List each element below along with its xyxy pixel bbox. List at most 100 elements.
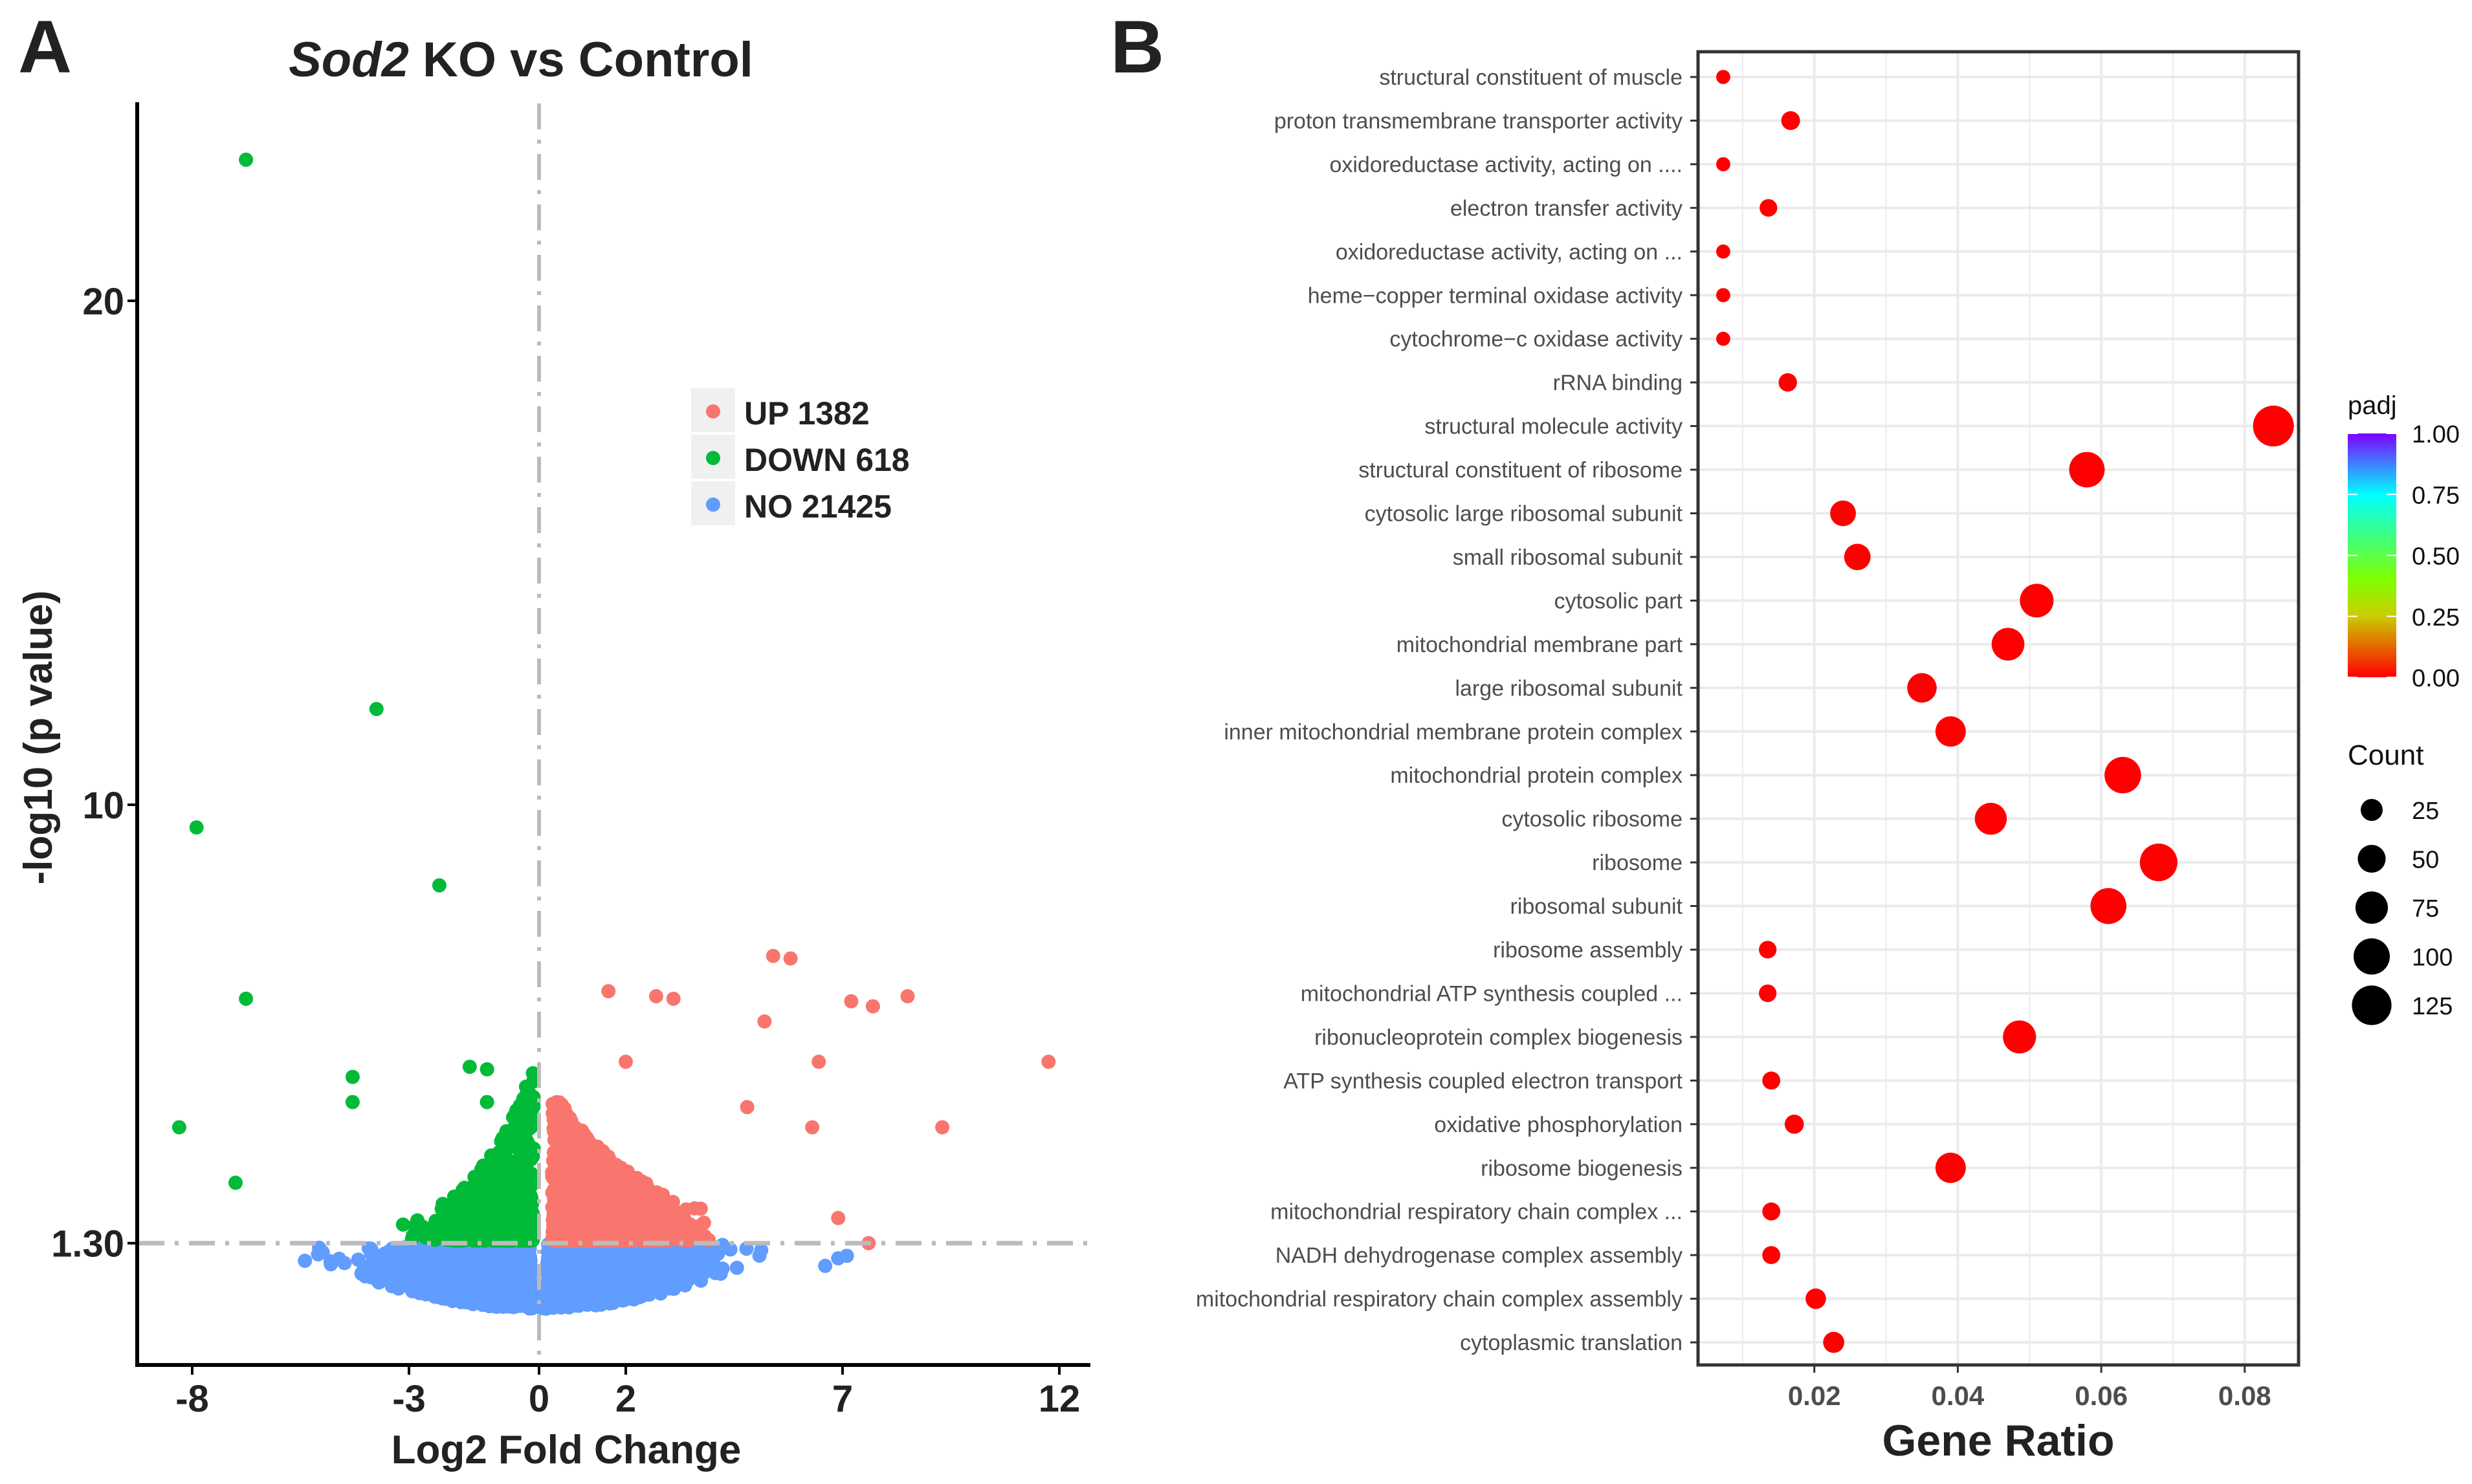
- volcano-point-no: [656, 1279, 670, 1294]
- volcano-axes: -8 -3 0 2 7 12 1.30 10 20 Log2 Fold Change -log10 …: [16, 102, 1090, 1472]
- volcano-point-up: [661, 1227, 676, 1241]
- volcano-point-up: [551, 1137, 566, 1152]
- size-legend-dot: [2352, 985, 2392, 1025]
- volcano-legend: UP 1382 DOWN 618 NO 21425: [691, 388, 910, 525]
- volcano-point-down: [189, 820, 204, 835]
- x-axis-title: Gene Ratio: [1882, 1416, 2115, 1465]
- volcano-point-down: [239, 152, 254, 167]
- volcano-point-no: [529, 1285, 544, 1300]
- go-term-point: [1762, 1202, 1781, 1221]
- go-term-point: [1716, 244, 1730, 259]
- y-tick-label: 1.30: [51, 1223, 124, 1265]
- volcano-point-up: [644, 1219, 659, 1234]
- volcano-title: Sod2 KO vs Control: [289, 32, 753, 87]
- volcano-point-no: [489, 1300, 504, 1315]
- volcano-point-down: [496, 1215, 511, 1230]
- size-legend-dot: [2354, 938, 2390, 975]
- volcano-point-no: [510, 1273, 525, 1288]
- go-term-point: [2069, 452, 2105, 488]
- volcano-point-up: [935, 1120, 950, 1135]
- volcano-point-no: [818, 1258, 833, 1273]
- go-term-label: cytosolic ribosome: [1501, 807, 1683, 832]
- volcano-point-no: [459, 1279, 474, 1293]
- volcano-point-up: [558, 1118, 572, 1132]
- color-legend-title: padj: [2348, 391, 2397, 420]
- volcano-point-no: [481, 1254, 496, 1269]
- go-term-point: [1716, 70, 1730, 84]
- go-term-label: ribosome biogenesis: [1481, 1156, 1683, 1181]
- volcano-point-no: [576, 1294, 591, 1309]
- go-term-point: [1784, 1115, 1804, 1134]
- volcano-point-up: [676, 1209, 690, 1223]
- go-term-label: electron transfer activity: [1450, 196, 1683, 221]
- volcano-point-down: [511, 1140, 526, 1155]
- panel-label-b: B: [1110, 6, 1164, 89]
- go-term-label: structural constituent of ribosome: [1358, 458, 1683, 483]
- volcano-point-down: [505, 1199, 520, 1214]
- volcano-point-no: [337, 1256, 352, 1271]
- volcano-point-up: [740, 1100, 755, 1115]
- volcano-point-up: [805, 1120, 820, 1135]
- go-term-point: [1935, 1152, 1966, 1183]
- go-term-point: [1762, 1246, 1781, 1265]
- volcano-point-down: [477, 1176, 492, 1191]
- volcano-point-down: [469, 1222, 484, 1237]
- volcano-point-up: [634, 1180, 649, 1195]
- volcano-point-no: [422, 1261, 437, 1276]
- volcano-point-no: [554, 1245, 569, 1260]
- go-term-point: [1716, 157, 1730, 171]
- volcano-point-no: [434, 1282, 448, 1296]
- x-tick-label: 0.06: [2075, 1380, 2128, 1411]
- volcano-point-down: [446, 1233, 461, 1248]
- volcano-point-no: [657, 1256, 672, 1271]
- volcano-point-no: [630, 1278, 645, 1293]
- volcano-point-up: [766, 948, 780, 963]
- volcano-point-down: [518, 1079, 533, 1094]
- volcano-point-no: [405, 1254, 420, 1269]
- volcano-point-no: [441, 1250, 456, 1265]
- x-tick-label: -8: [175, 1378, 209, 1420]
- go-term-point: [1823, 1331, 1844, 1353]
- volcano-point-up: [582, 1154, 597, 1168]
- go-term-label: structural constituent of muscle: [1379, 65, 1683, 90]
- go-term-point: [1762, 1071, 1781, 1090]
- volcano-title-gene: Sod2: [289, 32, 409, 87]
- x-tick-label: 0.04: [1932, 1380, 1985, 1411]
- plot-panel: [1698, 52, 2299, 1365]
- volcano-point-no: [535, 1301, 549, 1316]
- volcano-point-up: [666, 991, 681, 1006]
- volcano-point-no: [522, 1262, 537, 1277]
- volcano-point-down: [239, 991, 254, 1006]
- volcano-point-down: [480, 1095, 494, 1109]
- go-term-label: structural molecule activity: [1424, 415, 1683, 439]
- go-term-point: [1991, 627, 2025, 661]
- size-legend-dot: [2361, 799, 2383, 821]
- go-term-point: [1759, 941, 1777, 959]
- volcano-point-no: [311, 1247, 326, 1261]
- volcano-point-up: [693, 1201, 708, 1216]
- go-term-label: cytosolic part: [1554, 589, 1683, 613]
- x-tick-label: 0.02: [1788, 1380, 1841, 1411]
- go-term-label: mitochondrial respiratory chain complex …: [1196, 1287, 1683, 1312]
- volcano-point-down: [345, 1095, 360, 1109]
- go-term-point: [2104, 756, 2141, 794]
- go-term-label: ATP synthesis coupled electron transport: [1283, 1069, 1683, 1093]
- volcano-point-up: [565, 1228, 580, 1243]
- legend-swatch: [706, 404, 720, 419]
- go-term-point: [1716, 288, 1730, 303]
- volcano-point-down: [518, 1189, 533, 1204]
- volcano-point-no: [442, 1263, 457, 1278]
- go-term-label: ribonucleoprotein complex biogenesis: [1314, 1025, 1683, 1050]
- volcano-point-no: [566, 1249, 580, 1263]
- go-term-point: [1844, 543, 1871, 571]
- colorbar-label: 1.00: [2412, 421, 2460, 448]
- x-tick-label: -3: [392, 1378, 426, 1420]
- go-term-label: ribosome assembly: [1493, 938, 1683, 963]
- go-term-label: proton transmembrane transporter activit…: [1274, 109, 1683, 133]
- volcano-point-up: [601, 984, 616, 999]
- volcano-point-no: [298, 1254, 313, 1268]
- volcano-point-up: [900, 989, 915, 1003]
- legend-swatch: [706, 497, 720, 512]
- volcano-point-down: [228, 1175, 243, 1190]
- go-term-label: rRNA binding: [1553, 371, 1683, 395]
